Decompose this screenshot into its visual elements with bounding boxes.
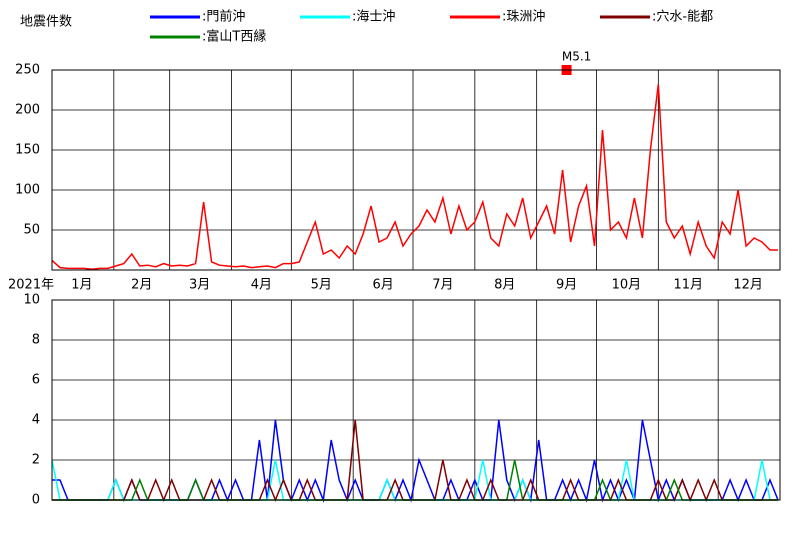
legend-label: :珠洲沖 xyxy=(502,10,545,25)
y-tick-label: 150 xyxy=(15,143,40,158)
y-tick-label: 4 xyxy=(32,413,40,428)
plot-frame xyxy=(51,299,781,501)
x-tick-label: 3月 xyxy=(189,278,210,293)
y-tick-label: 100 xyxy=(15,183,40,198)
x-tick-label: 5月 xyxy=(311,278,332,293)
y-tick-label: 10 xyxy=(23,293,40,308)
x-tick-label: 8月 xyxy=(494,278,515,293)
plot-frame xyxy=(51,69,781,271)
x-tick-label: 11月 xyxy=(673,278,703,293)
x-tick-label: 10月 xyxy=(612,278,642,293)
y-tick-label: 0 xyxy=(32,493,40,508)
x-tick-label: 7月 xyxy=(432,278,453,293)
y-tick-label: 6 xyxy=(32,373,40,388)
y-tick-label: 2 xyxy=(32,453,40,468)
x-tick-label: 6月 xyxy=(372,278,393,293)
legend-label: :門前沖 xyxy=(202,9,245,25)
x-tick-label: 12月 xyxy=(733,278,763,293)
x-tick-label: 4月 xyxy=(251,278,272,293)
y-tick-label: 50 xyxy=(23,223,40,238)
legend-label: :富山T西縁 xyxy=(202,29,266,45)
chart-title: 地震件数 xyxy=(20,15,72,30)
y-tick-label: 200 xyxy=(15,103,40,118)
legend-label: :穴水-能都 xyxy=(652,10,713,25)
x-axis-year: 2021年 xyxy=(8,278,54,293)
y-tick-label: 8 xyxy=(32,333,40,348)
x-tick-label: 9月 xyxy=(556,278,577,293)
x-tick-label: 1月 xyxy=(71,278,92,293)
legend-label: :海士沖 xyxy=(352,10,395,25)
annotation-label: M5.1 xyxy=(562,50,591,64)
y-tick-label: 250 xyxy=(15,63,40,78)
series-line xyxy=(51,84,778,270)
x-tick-label: 2月 xyxy=(131,278,152,293)
